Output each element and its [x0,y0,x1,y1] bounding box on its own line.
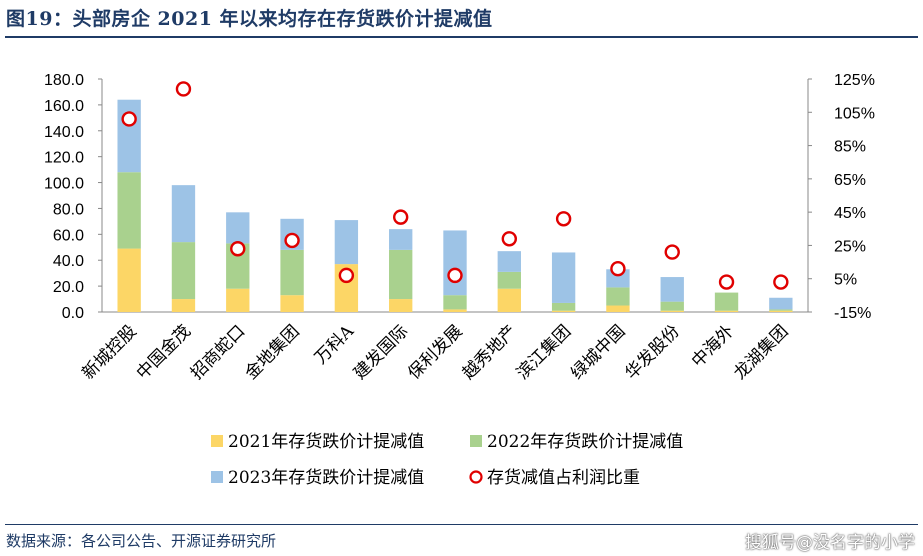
category-label: 滨江集团 [513,321,575,383]
bar-segment-2023 [551,252,576,303]
y-right-tick-label: 85% [834,139,866,156]
ratio-marker [664,244,680,260]
bar-segment-2022 [443,295,467,310]
legend-swatch-2023 [211,471,223,483]
bar-segment-2023 [334,220,359,265]
ratio-marker [392,209,409,225]
legend-label-2021: 2021年存货跌价计提减值 [228,432,424,452]
category-label: 新城控股 [78,321,140,383]
bar-segment-2023 [171,185,196,243]
ratio-marker [338,267,355,284]
bar-segment-2021 [389,299,413,312]
bar-segment-2023 [769,297,793,310]
category-label: 中海外 [688,321,738,371]
bar-segment-2021 [769,310,793,312]
y-left-tick-label: 120.0 [44,150,84,167]
bar-segment-2023 [606,269,630,288]
y-left-tick-label: 80.0 [53,201,84,218]
bar-segment-2022 [117,172,141,249]
y-right-tick-label: 5% [834,272,857,289]
category-label: 龙湖集团 [730,321,792,383]
y-left-tick-label: 160.0 [44,98,84,115]
y-left-tick-label: 40.0 [53,253,84,270]
bar-segment-2022 [497,271,521,289]
ratio-marker [555,211,572,227]
bar-segment-2021 [660,310,684,312]
bar-segment-2023 [497,251,521,272]
category-label: 金地集团 [241,321,303,383]
bar-segment-2022 [280,249,304,296]
legend-marker-ratio [469,470,483,484]
category-label: 万科A [311,321,358,368]
y-left-tick-label: 20.0 [53,279,84,296]
bar-segment-2021 [497,288,521,312]
bar-segment-2021 [171,299,196,312]
bar-segment-2021 [443,309,467,312]
bar-segment-2022 [226,243,250,289]
source-note: 数据来源：各公司公告、开源证券研究所 [6,532,277,550]
bar-segment-2021 [714,310,739,312]
bar-segment-2022 [660,301,684,311]
y-left-tick-label: 180.0 [44,72,84,89]
bar-segment-2021 [226,288,250,312]
bar-segment-2021 [606,305,630,312]
bar-segment-2023 [117,99,141,173]
ratio-marker [610,261,626,277]
ratio-marker [175,81,192,97]
bar-segment-2023 [443,230,467,296]
category-label: 建发国际 [350,321,412,383]
ratio-marker [121,111,137,127]
legend-swatch-2022 [470,435,482,447]
category-label: 招商蛇口 [187,321,249,383]
category-label: 绿城中国 [567,321,629,383]
y-left-tick-label: 140.0 [44,124,84,141]
category-label: 越秀地产 [459,321,521,383]
title-divider [5,36,918,38]
bar-segment-2023 [226,212,250,244]
bar-segment-2021 [117,248,141,312]
bar-segment-2022 [714,292,739,311]
y-right-tick-label: 65% [834,172,866,189]
page-title: 图19：头部房企 2021 年以来均存在存货跌价计提减值 [6,8,493,30]
chart-markers [121,81,789,290]
chart-bars [117,99,793,312]
ratio-marker [773,274,789,290]
ratio-marker [447,267,463,284]
chart-legend: 2021年存货跌价计提减值 2022年存货跌价计提减值 2023年存货跌价计提减… [211,432,683,488]
bar-segment-2022 [389,249,413,300]
inventory-impairment-chart: 0.0 20.0 40.0 60.0 80.0 100.0 120.0 140.0 160.0 1… [44,72,875,488]
ratio-marker [284,232,300,249]
category-label: 华发股份 [622,321,684,383]
y-left-tick-label: 0.0 [62,305,84,322]
bar-segment-2021 [280,295,304,312]
y-left-tick-label: 100.0 [44,176,84,193]
bar-segment-2022 [769,309,793,311]
legend-swatch-2021 [211,435,223,447]
y-right-tick-label: 105% [834,105,875,122]
ratio-marker [501,231,518,247]
bar-segment-2023 [660,277,684,302]
legend-label-ratio: 存货减值占利润比重 [487,468,640,488]
watermark: 搜狐号@没名字的小学 [745,533,915,553]
y-right-tick-label: -15% [834,305,871,322]
y-right-tick-label: 45% [834,205,866,222]
bar-segment-2022 [606,287,630,306]
bar-segment-2022 [171,242,196,300]
bar-segment-2021 [551,310,576,312]
legend-label-2023: 2023年存货跌价计提减值 [228,468,424,488]
y-right-tick-label: 125% [834,72,875,89]
bar-segment-2022 [551,302,576,311]
y-left-tick-label: 60.0 [53,227,84,244]
y-right-tick-label: 25% [834,238,866,255]
source-divider [5,524,918,525]
ratio-marker [230,241,246,257]
category-label: 保利发展 [404,321,466,383]
bar-segment-2023 [389,229,413,250]
category-label: 中国金茂 [133,321,195,383]
legend-label-2022: 2022年存货跌价计提减值 [487,432,683,452]
ratio-marker [718,274,735,290]
